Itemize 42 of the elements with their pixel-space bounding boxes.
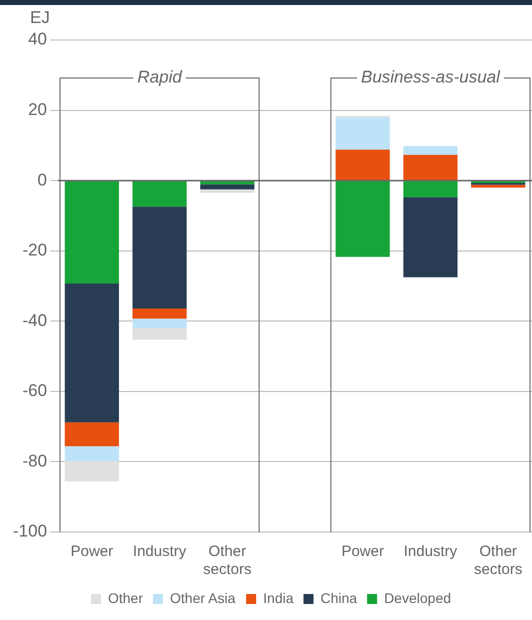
bar	[132, 206, 187, 308]
bar	[64, 461, 119, 482]
bar	[200, 181, 254, 184]
bar	[64, 181, 119, 284]
y-tick-label: 0	[38, 170, 48, 190]
x-tick-label: Industry	[404, 543, 458, 560]
bar	[64, 422, 119, 446]
y-tick-label: 40	[28, 30, 48, 49]
bar	[132, 318, 187, 328]
x-tick-label: Industry	[132, 543, 187, 560]
bar	[132, 308, 187, 319]
x-tick-label: Other sectors	[474, 543, 522, 578]
bar	[132, 181, 187, 207]
x-tick-label: Power	[341, 543, 384, 560]
bar	[403, 197, 458, 278]
x-tick-label: Other sectors	[203, 543, 252, 578]
bar	[403, 146, 458, 155]
legend-label: Developed	[384, 590, 452, 606]
y-axis-title: EJ	[30, 8, 50, 28]
y-tick-label: -40	[22, 310, 48, 330]
bar	[403, 181, 458, 198]
legend-label: China	[320, 590, 358, 606]
y-tick-label: 20	[28, 100, 48, 119]
y-tick-label: -80	[22, 451, 48, 470]
y-tick-label: -100	[12, 522, 48, 541]
y-tick-label: -60	[22, 381, 48, 400]
bar	[200, 189, 254, 193]
bar	[403, 154, 458, 180]
bar	[64, 446, 119, 462]
legend-label: India	[263, 590, 294, 606]
annotation: Rapid	[137, 68, 182, 87]
bar	[200, 184, 254, 190]
bar	[336, 150, 390, 180]
legend-label: Other Asia	[170, 590, 236, 606]
bar	[64, 284, 119, 422]
legend-label: Other	[108, 590, 144, 606]
y-tick-label: -20	[22, 240, 48, 260]
annotation: Business-as-usual	[360, 68, 502, 87]
x-tick-label: Power	[70, 543, 114, 560]
bar	[336, 181, 390, 257]
bar	[336, 118, 390, 150]
bar	[132, 328, 187, 340]
